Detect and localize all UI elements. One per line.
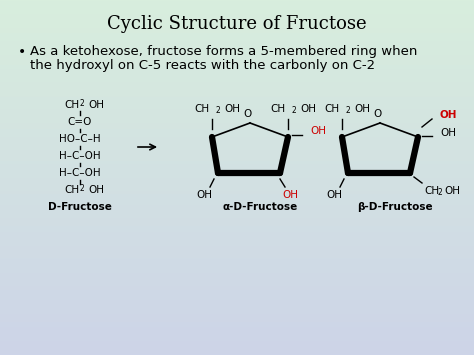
Text: Cyclic Structure of Fructose: Cyclic Structure of Fructose: [107, 15, 367, 33]
Text: H–C–OH: H–C–OH: [59, 168, 101, 178]
Text: CH: CH: [325, 104, 340, 114]
Text: β-D-Fructose: β-D-Fructose: [357, 202, 433, 212]
Text: OH: OH: [354, 104, 370, 114]
Text: OH: OH: [326, 190, 342, 200]
Text: 2: 2: [80, 99, 85, 108]
Text: O: O: [244, 109, 252, 119]
Text: O: O: [374, 109, 382, 119]
Text: •: •: [18, 45, 26, 59]
Text: α-D-Fructose: α-D-Fructose: [222, 202, 298, 212]
Text: 2: 2: [438, 188, 443, 197]
Text: CH: CH: [65, 100, 80, 110]
Text: OH: OH: [444, 186, 460, 196]
Text: OH: OH: [282, 190, 298, 200]
Text: OH: OH: [224, 104, 240, 114]
Text: HO–C–H: HO–C–H: [59, 134, 101, 144]
Text: OH: OH: [196, 190, 212, 200]
Text: CH: CH: [65, 185, 80, 195]
Text: OH: OH: [440, 110, 457, 120]
Text: the hydroxyl on C-5 reacts with the carbonly on C-2: the hydroxyl on C-5 reacts with the carb…: [30, 59, 375, 72]
Text: CH: CH: [271, 104, 286, 114]
Text: OH: OH: [88, 100, 104, 110]
Text: D-Fructose: D-Fructose: [48, 202, 112, 212]
Text: C=O: C=O: [68, 117, 92, 127]
Text: OH: OH: [88, 185, 104, 195]
Text: OH: OH: [300, 104, 316, 114]
Text: CH: CH: [195, 104, 210, 114]
Text: OH: OH: [310, 126, 326, 136]
Text: 2: 2: [346, 106, 351, 115]
Text: 2: 2: [292, 106, 297, 115]
Text: H–C–OH: H–C–OH: [59, 151, 101, 161]
Text: CH: CH: [424, 186, 439, 196]
Text: 2: 2: [80, 184, 85, 193]
Text: OH: OH: [440, 128, 456, 138]
Text: As a ketohexose, fructose forms a 5-membered ring when: As a ketohexose, fructose forms a 5-memb…: [30, 45, 418, 58]
Text: 2: 2: [216, 106, 221, 115]
